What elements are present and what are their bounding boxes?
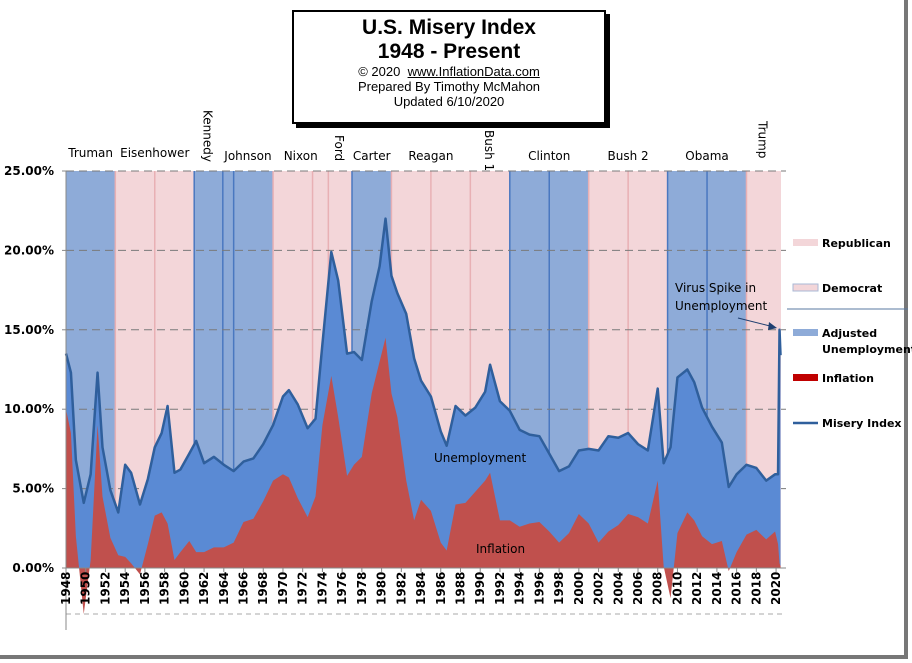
president-label: Bush 1	[482, 130, 496, 171]
x-tick-label: 1980	[375, 572, 389, 605]
axes	[65, 171, 786, 630]
president-label: Truman	[67, 146, 113, 160]
x-tick-label: 1986	[434, 572, 448, 605]
annotation-virus-line2: Unemployment	[675, 299, 768, 313]
legend-swatch-democrat	[792, 283, 819, 292]
website-link[interactable]: www.InflationData.com	[407, 64, 540, 79]
x-tick-label: 2020	[769, 572, 783, 605]
president-labels: Truman Eisenhower Kennedy Johnson Nixon Ford C…	[67, 110, 769, 171]
president-label: Nixon	[284, 149, 318, 163]
legend: Republican Democrat Adjusted Unemployment In…	[787, 237, 912, 430]
x-tick-label: 1966	[237, 572, 251, 605]
prepared-by: Prepared By Timothy McMahon	[357, 79, 541, 94]
x-tick-label: 1948	[59, 572, 73, 605]
x-tick-label: 1996	[532, 572, 546, 605]
x-tick-label: 2002	[592, 572, 606, 605]
x-tick-label: 2016	[730, 572, 744, 605]
legend-swatch-unemployment	[793, 329, 818, 336]
president-label: Trump	[756, 120, 770, 158]
copyright-line: © 2020 www.InflationData.com	[294, 64, 604, 79]
copyright: © 2020	[358, 64, 401, 79]
y-tick-label: 15.00%	[4, 323, 54, 337]
legend-label: Democrat	[822, 282, 882, 295]
title-box: U.S. Misery Index 1948 - Present © 2020 …	[292, 10, 606, 124]
x-tick-label: 1954	[118, 572, 132, 605]
x-tick-label: 2004	[611, 572, 625, 605]
inflation-area	[66, 337, 781, 615]
ticks: 0.00% 5.00% 10.00% 15.00% 20.00% 25.00% 1948 19…	[4, 164, 783, 605]
chart-subtitle: 1948 - Present	[377, 40, 521, 63]
president-label: Eisenhower	[120, 146, 189, 160]
president-label: Bush 2	[608, 149, 649, 163]
annotation-arrow	[737, 317, 775, 328]
legend-swatch-inflation	[793, 374, 818, 381]
president-label: Ford	[332, 135, 346, 161]
annotation-inflation: Inflation	[476, 542, 525, 556]
areas	[64, 217, 782, 615]
president-label: Obama	[685, 149, 728, 163]
x-tick-label: 1978	[355, 572, 369, 605]
x-tick-label: 1992	[493, 572, 507, 605]
president-label: Reagan	[408, 149, 453, 163]
x-tick-label: 2006	[631, 572, 645, 605]
y-tick-label: 5.00%	[12, 482, 54, 496]
updated-date: Updated 6/10/2020	[393, 94, 505, 109]
president-label: Kennedy	[201, 110, 215, 162]
annotations: Unemployment Inflation Virus Spike in Un…	[434, 281, 777, 556]
x-tick-label: 1960	[177, 572, 191, 605]
legend-label: Republican	[822, 237, 891, 250]
legend-label: Unemployment	[822, 343, 912, 356]
president-label: Johnson	[223, 149, 271, 163]
y-tick-label: 0.00%	[12, 561, 54, 575]
x-tick-label: 2010	[670, 572, 684, 605]
legend-swatch-republican	[793, 239, 818, 246]
x-tick-label: 1976	[335, 572, 349, 605]
x-tick-label: 1990	[473, 572, 487, 605]
x-tick-label: 1950	[79, 572, 93, 605]
legend-label: Inflation	[822, 372, 874, 385]
x-tick-label: 2012	[690, 572, 704, 605]
x-tick-label: 2000	[572, 572, 586, 605]
x-tick-label: 1994	[513, 572, 527, 605]
annotation-unemployment: Unemployment	[434, 451, 527, 465]
x-tick-label: 1968	[256, 572, 270, 605]
x-tick-label: 1988	[453, 572, 467, 605]
x-tick-label: 1974	[315, 572, 329, 605]
legend-label: Adjusted	[822, 327, 877, 340]
x-tick-label: 1970	[276, 572, 290, 605]
x-tick-label: 1998	[552, 572, 566, 605]
chart-title: U.S. Misery Index	[362, 16, 536, 39]
y-tick-label: 20.00%	[4, 243, 54, 257]
annotation-virus-line1: Virus Spike in	[675, 281, 756, 295]
y-tick-label: 25.00%	[4, 164, 54, 178]
annotation-arrowhead	[768, 322, 777, 330]
x-tick-label: 1972	[296, 572, 310, 605]
x-tick-label: 2018	[749, 572, 763, 605]
x-tick-label: 1956	[138, 572, 152, 605]
x-tick-label: 1984	[414, 572, 428, 605]
x-tick-label: 1964	[217, 572, 231, 605]
x-tick-label: 2008	[651, 572, 665, 605]
unemployment-area	[66, 218, 781, 568]
x-tick-label: 1958	[158, 572, 172, 605]
legend-label: Misery Index	[822, 417, 902, 430]
president-label: Carter	[353, 149, 391, 163]
president-label: Clinton	[528, 149, 570, 163]
x-tick-label: 1962	[197, 572, 211, 605]
y-tick-label: 10.00%	[4, 402, 54, 416]
x-tick-label: 1952	[98, 572, 112, 605]
x-tick-label: 2014	[710, 572, 724, 605]
x-tick-label: 1982	[394, 572, 408, 605]
